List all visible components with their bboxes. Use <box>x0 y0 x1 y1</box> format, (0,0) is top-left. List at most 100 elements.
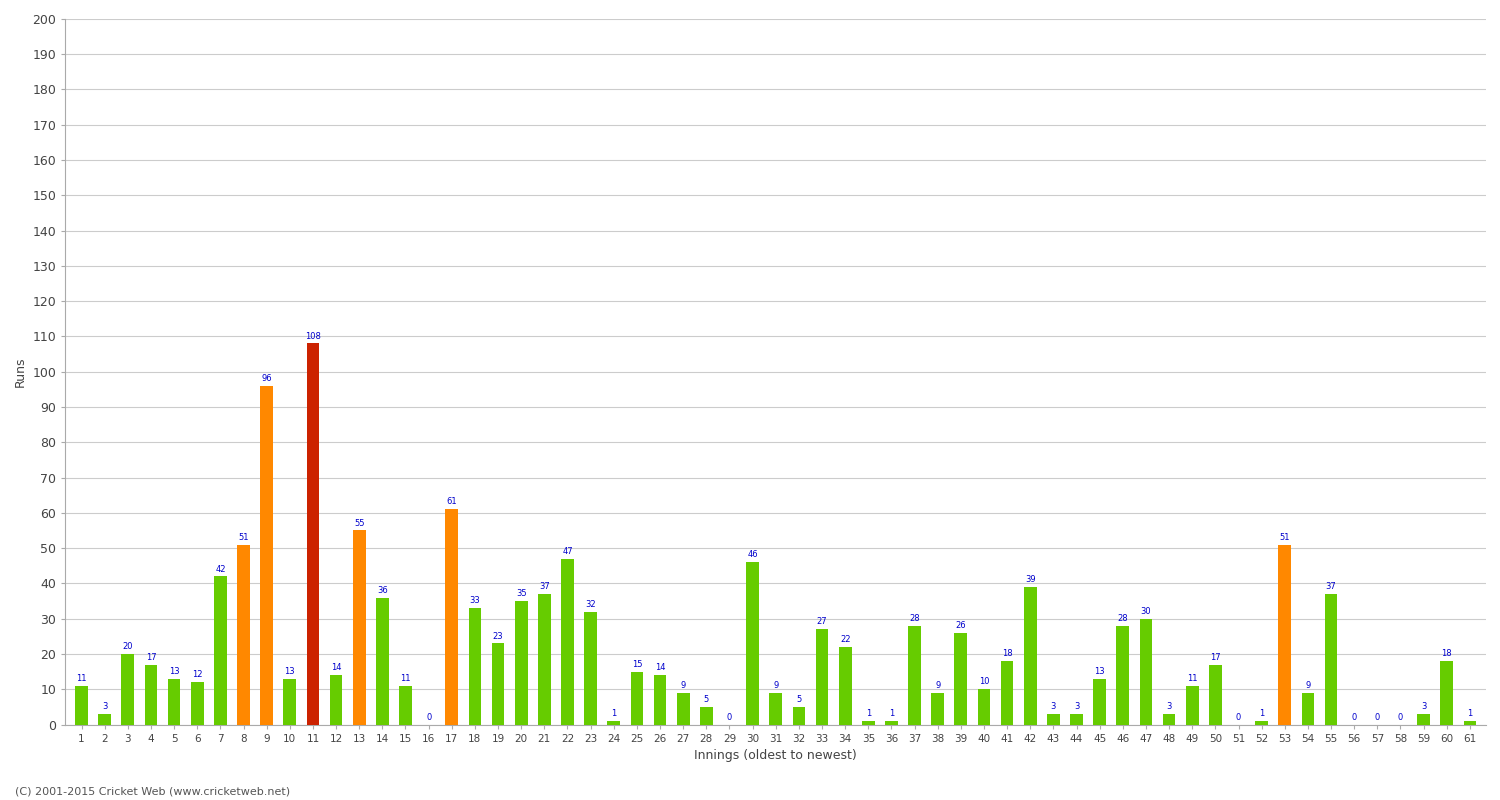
Bar <box>144 665 158 725</box>
Text: 5: 5 <box>796 695 801 704</box>
Text: 18: 18 <box>1002 649 1013 658</box>
Text: 0: 0 <box>426 713 432 722</box>
Text: 30: 30 <box>1140 607 1152 616</box>
Text: 5: 5 <box>704 695 710 704</box>
Bar <box>630 672 644 725</box>
Bar <box>792 707 806 725</box>
Text: 39: 39 <box>1024 575 1035 584</box>
Bar <box>770 693 782 725</box>
Bar <box>746 562 759 725</box>
Bar <box>514 601 528 725</box>
Text: 11: 11 <box>400 674 411 683</box>
Text: 3: 3 <box>102 702 108 711</box>
Bar <box>676 693 690 725</box>
Bar <box>700 707 712 725</box>
Bar <box>1047 714 1060 725</box>
Bar <box>306 343 320 725</box>
Text: 3: 3 <box>1050 702 1056 711</box>
Text: 0: 0 <box>1352 713 1358 722</box>
Text: 55: 55 <box>354 518 364 528</box>
Text: 11: 11 <box>1186 674 1197 683</box>
Text: 51: 51 <box>1280 533 1290 542</box>
Text: 11: 11 <box>76 674 87 683</box>
Text: 51: 51 <box>238 533 249 542</box>
Text: 61: 61 <box>447 498 458 506</box>
Bar <box>352 530 366 725</box>
Bar <box>1162 714 1176 725</box>
Bar <box>1418 714 1430 725</box>
Bar <box>1278 545 1292 725</box>
Text: 17: 17 <box>1210 653 1221 662</box>
Text: 9: 9 <box>1305 681 1311 690</box>
Text: 1: 1 <box>1258 709 1264 718</box>
Text: 32: 32 <box>585 600 596 609</box>
Bar <box>1256 721 1268 725</box>
Bar <box>839 647 852 725</box>
X-axis label: Innings (oldest to newest): Innings (oldest to newest) <box>694 749 856 762</box>
Text: 37: 37 <box>1326 582 1336 591</box>
Bar <box>1464 721 1476 725</box>
Bar <box>468 608 482 725</box>
Bar <box>492 643 504 725</box>
Bar <box>932 693 944 725</box>
Text: 96: 96 <box>261 374 272 383</box>
Text: 3: 3 <box>1074 702 1078 711</box>
Bar <box>1440 661 1454 725</box>
Text: 14: 14 <box>332 663 342 672</box>
Bar <box>99 714 111 725</box>
Text: 26: 26 <box>956 621 966 630</box>
Bar <box>1140 618 1152 725</box>
Text: 1: 1 <box>890 709 894 718</box>
Bar <box>1070 714 1083 725</box>
Text: 33: 33 <box>470 596 480 606</box>
Text: 9: 9 <box>681 681 686 690</box>
Bar <box>1209 665 1221 725</box>
Bar <box>237 545 250 725</box>
Text: 14: 14 <box>656 663 666 672</box>
Text: 28: 28 <box>909 614 920 623</box>
Bar <box>885 721 898 725</box>
Text: 9: 9 <box>934 681 940 690</box>
Text: 13: 13 <box>285 667 296 676</box>
Y-axis label: Runs: Runs <box>13 357 27 387</box>
Text: (C) 2001-2015 Cricket Web (www.cricketweb.net): (C) 2001-2015 Cricket Web (www.cricketwe… <box>15 786 290 796</box>
Bar <box>538 594 550 725</box>
Text: 36: 36 <box>376 586 387 594</box>
Text: 15: 15 <box>632 660 642 669</box>
Text: 18: 18 <box>1442 649 1452 658</box>
Text: 13: 13 <box>170 667 180 676</box>
Text: 46: 46 <box>747 550 758 559</box>
Bar <box>190 682 204 725</box>
Text: 12: 12 <box>192 670 202 679</box>
Text: 35: 35 <box>516 590 526 598</box>
Bar <box>446 510 458 725</box>
Bar <box>261 386 273 725</box>
Text: 3: 3 <box>1420 702 1426 711</box>
Bar <box>1000 661 1014 725</box>
Text: 20: 20 <box>123 642 134 651</box>
Bar <box>399 686 412 725</box>
Text: 3: 3 <box>1167 702 1172 711</box>
Bar <box>122 654 134 725</box>
Text: 0: 0 <box>1398 713 1402 722</box>
Bar <box>1116 626 1130 725</box>
Bar <box>1324 594 1338 725</box>
Text: 13: 13 <box>1095 667 1106 676</box>
Bar <box>75 686 88 725</box>
Bar <box>1302 693 1314 725</box>
Bar <box>1024 587 1036 725</box>
Bar <box>654 675 666 725</box>
Text: 47: 47 <box>562 547 573 556</box>
Text: 17: 17 <box>146 653 156 662</box>
Text: 37: 37 <box>538 582 549 591</box>
Bar <box>608 721 619 725</box>
Bar <box>330 675 342 725</box>
Text: 108: 108 <box>304 332 321 341</box>
Bar <box>284 678 296 725</box>
Text: 0: 0 <box>1374 713 1380 722</box>
Text: 22: 22 <box>840 635 850 644</box>
Bar <box>376 598 388 725</box>
Bar <box>1094 678 1106 725</box>
Bar <box>584 612 597 725</box>
Bar <box>978 690 990 725</box>
